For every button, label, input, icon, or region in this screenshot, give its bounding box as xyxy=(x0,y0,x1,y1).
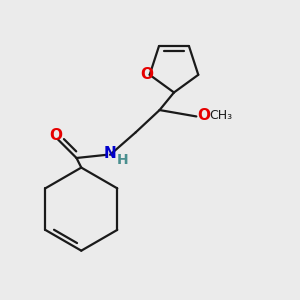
Text: O: O xyxy=(197,108,210,123)
Text: O: O xyxy=(49,128,62,143)
Text: O: O xyxy=(140,67,153,82)
Text: CH₃: CH₃ xyxy=(209,109,232,122)
Text: H: H xyxy=(117,153,129,166)
Text: N: N xyxy=(104,146,116,161)
